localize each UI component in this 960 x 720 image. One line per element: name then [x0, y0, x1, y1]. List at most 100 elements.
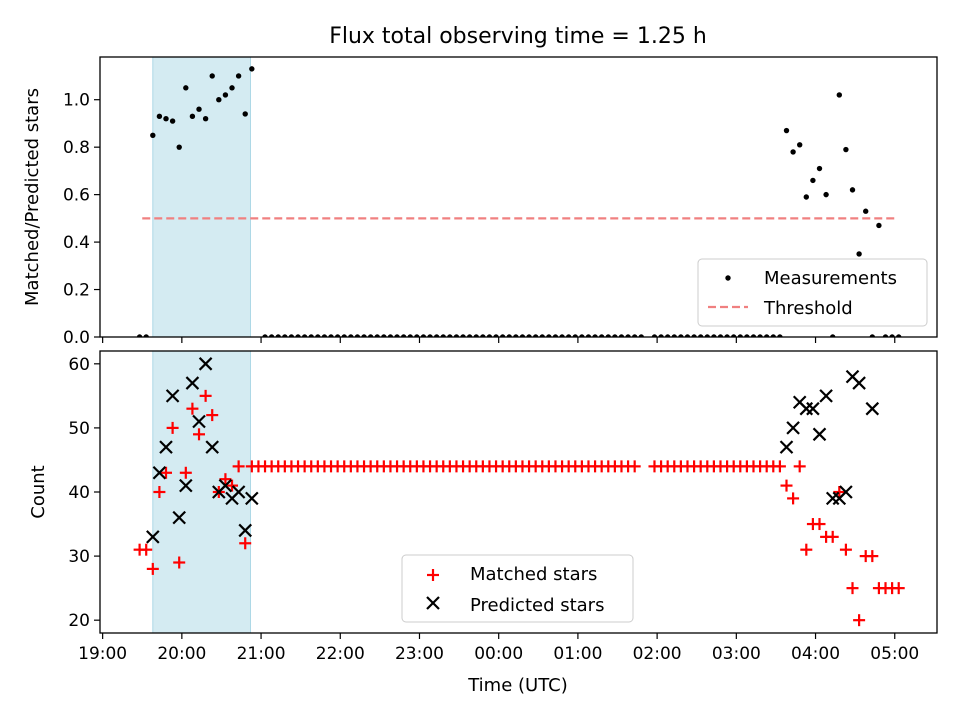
measurement-point	[506, 334, 512, 337]
measurements-legend-marker	[725, 275, 731, 281]
measurement-point	[460, 334, 466, 337]
measurement-point	[493, 334, 499, 337]
top-ylabel: Matched/Predicted stars	[22, 88, 43, 306]
predicted-star-point	[852, 376, 866, 390]
measurement-point	[671, 334, 677, 337]
matched-star-point	[206, 409, 219, 422]
matched-star-point	[866, 550, 879, 563]
measurement-point	[414, 334, 420, 337]
measurement-point	[882, 334, 889, 337]
measurement-point	[849, 187, 856, 193]
measurement-point	[843, 146, 849, 153]
predicted-star-point-b	[819, 389, 833, 403]
matched-star-point	[239, 537, 252, 550]
predicted-star-point	[146, 530, 160, 544]
measurement-point	[612, 334, 618, 337]
measurement-point	[823, 191, 829, 198]
matched-star-point	[892, 582, 905, 595]
matched-star-point	[628, 460, 641, 473]
matched-star-point	[186, 402, 199, 415]
measurement-point	[803, 194, 810, 200]
bottom-ytick-label: 30	[68, 547, 90, 567]
matched-star-point	[793, 460, 806, 473]
measurement-point	[638, 334, 644, 337]
predicted-star-point	[238, 523, 252, 538]
measurement-point	[717, 334, 724, 337]
predicted-star-point-b	[865, 401, 880, 416]
measurement-point	[816, 165, 823, 172]
bottom-shaded-interval	[152, 350, 252, 634]
predicted-star-point	[198, 357, 213, 371]
measurement-point	[308, 334, 314, 337]
predicted-star-point-b	[198, 357, 213, 371]
predicted-star-point	[205, 440, 219, 454]
predicted-legend-marker	[426, 596, 440, 610]
measurement-point	[546, 334, 552, 337]
matched-legend-marker	[427, 569, 439, 581]
predicted-star-point	[152, 465, 167, 480]
measurement-point	[730, 334, 737, 337]
measurement-point	[136, 334, 143, 337]
measurement-point	[499, 334, 506, 337]
measurement-point	[400, 334, 407, 337]
measurement-point	[143, 334, 149, 337]
predicted-star-point-b	[839, 485, 853, 499]
measurement-point	[242, 111, 248, 117]
measurement-point	[315, 334, 321, 337]
measurement-point	[341, 334, 347, 337]
measurement-point	[651, 334, 658, 337]
bottom-xtick-label: 22:00	[316, 644, 365, 664]
measurement-point	[427, 334, 433, 337]
predicted-star-point-b	[205, 440, 219, 454]
matched-star-point	[219, 473, 232, 486]
measurement-point	[235, 73, 242, 79]
measurement-point	[777, 334, 783, 337]
matched-star-point	[226, 479, 239, 492]
measurement-point	[222, 92, 229, 98]
measurement-point	[678, 334, 684, 337]
matched-star-point	[787, 492, 800, 505]
measurement-point	[169, 118, 176, 124]
predicted-star-point	[865, 401, 880, 416]
bottom-xtick-label: 05:00	[870, 644, 919, 664]
measurement-point	[863, 208, 869, 214]
bottom-ytick-label: 20	[68, 611, 90, 631]
measurements-legend-label: Measurements	[764, 268, 897, 289]
measurement-point	[532, 334, 539, 337]
predicted-star-point	[812, 427, 827, 442]
predicted-star-point	[179, 478, 193, 493]
bottom-xtick-label: 20:00	[157, 644, 206, 664]
measurement-point	[585, 334, 592, 337]
measurement-point	[658, 334, 664, 337]
bottom-legend: Matched stars Predicted stars	[401, 554, 634, 623]
measurement-point	[757, 334, 763, 337]
measurement-point	[869, 334, 876, 337]
predicted-star-point	[839, 485, 853, 499]
bottom-ytick-label: 40	[68, 483, 90, 503]
measurement-point	[797, 142, 803, 148]
predicted-star-point	[806, 401, 820, 416]
bottom-xtick-label: 04:00	[791, 644, 840, 664]
measurement-point	[275, 334, 281, 337]
measurement-point	[889, 334, 895, 337]
measurement-point	[618, 334, 625, 337]
measurement-point	[473, 334, 479, 337]
top-ytick-label: 1.0	[63, 91, 90, 111]
measurement-point	[361, 334, 367, 337]
top-panel: 0.0 0.2 0.4 0.6 0.8 1.0 Matched/Predicted sta…	[22, 56, 938, 348]
measurement-point	[249, 66, 255, 72]
top-ytick-label: 0.8	[63, 138, 90, 158]
measurement-point	[374, 334, 380, 337]
bottom-xtick-label: 19:00	[78, 644, 127, 664]
measurement-point	[209, 73, 215, 79]
matched-star-point	[780, 479, 793, 492]
predicted-star-point	[165, 389, 180, 403]
predicted-star-point-b	[245, 491, 259, 506]
measurement-point	[790, 149, 796, 155]
predicted-star-point-b	[852, 376, 866, 390]
measurement-point	[163, 115, 169, 122]
measurement-point	[420, 334, 427, 337]
matched-star-point	[846, 582, 859, 595]
measurement-point	[770, 334, 776, 337]
measurement-point	[625, 334, 631, 337]
